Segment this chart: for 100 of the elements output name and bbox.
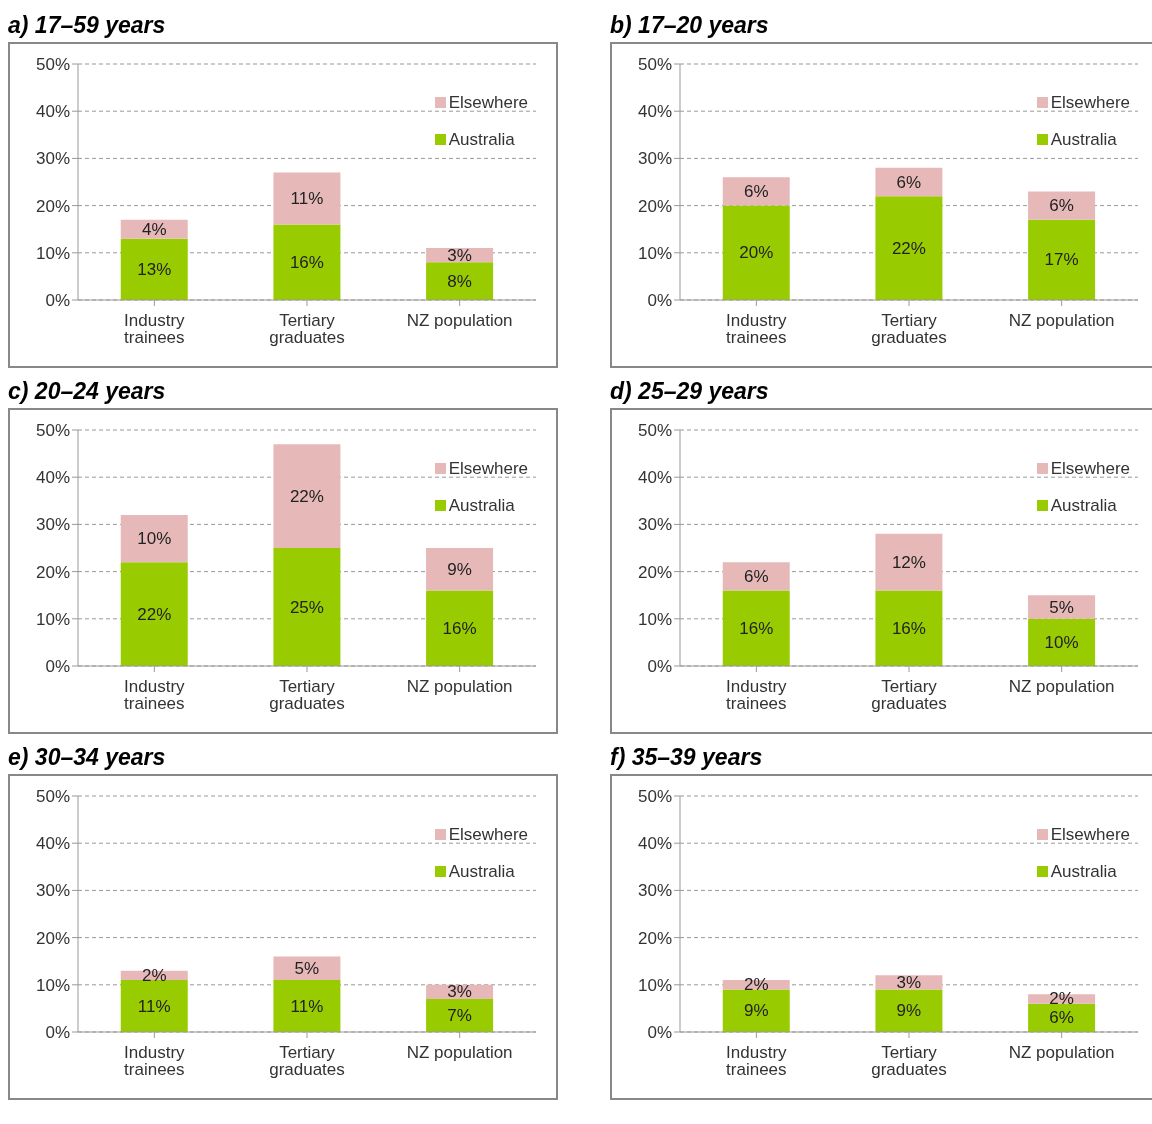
bar [426,262,494,300]
data-label: 5% [294,958,320,978]
bar [722,590,790,666]
bar [875,590,943,666]
data-label: 8% [447,271,472,291]
x-tick-label: Tertiary graduates [871,311,947,348]
data-label: 2% [743,975,769,995]
x-tick-label: Industry trainees [726,1043,788,1080]
data-label: 9% [743,1001,769,1021]
data-label: 16% [891,618,926,638]
x-tick-label: Industry trainees [124,677,186,714]
data-label: 3% [447,982,472,1002]
data-label: 6% [1049,196,1074,216]
chart-title: b) 17–20 years [610,11,770,40]
x-tick-label: Industry trainees [124,311,186,348]
bar [722,177,790,206]
legend-label: Australia [448,495,515,516]
bar [426,590,494,666]
y-tick-label: 10% [35,975,70,995]
y-tick-label: 0% [647,657,672,677]
y-tick-label: 30% [35,149,70,169]
bar [273,172,341,225]
data-label: 9% [447,559,472,579]
data-label: 6% [896,172,922,192]
data-label: 10% [137,529,172,549]
bar [273,956,341,981]
data-label: 17% [1044,250,1079,270]
x-tick-label: NZ population [406,311,513,331]
x-tick-label: Tertiary graduates [871,677,947,714]
legend-label: Australia [1050,129,1117,150]
y-tick-label: 30% [35,515,70,535]
legend-label: Australia [448,861,515,882]
y-tick-label: 0% [45,657,70,677]
y-tick-label: 10% [637,243,672,263]
legend-label: Elsewhere [448,92,528,113]
y-tick-label: 30% [637,515,672,535]
legend-label: Australia [1050,495,1117,516]
data-label: 6% [1049,1008,1074,1028]
legend-label: Elsewhere [1050,92,1130,113]
data-label: 4% [141,219,167,239]
bar [722,989,790,1032]
bar [426,548,494,591]
data-label: 22% [891,238,926,258]
bar [875,533,943,591]
bar [875,196,943,300]
bar [426,998,494,1032]
y-tick-label: 30% [35,881,70,901]
x-tick-label: Tertiary graduates [871,1043,947,1080]
y-tick-label: 50% [637,421,672,441]
data-label: 16% [739,618,774,638]
legend-label: Australia [448,129,515,150]
legend-label: Elsewhere [1050,458,1130,479]
chart-title: f) 35–39 years [610,743,764,772]
y-tick-label: 10% [637,975,672,995]
data-label: 6% [743,566,769,586]
y-tick-label: 40% [637,468,672,488]
x-tick-label: NZ population [1008,1043,1115,1063]
data-label: 3% [896,972,922,992]
bar [120,562,188,666]
x-tick-label: Industry trainees [726,677,788,714]
data-label: 6% [743,181,769,201]
y-tick-label: 20% [35,562,70,582]
data-label: 12% [891,552,926,572]
y-tick-label: 20% [637,928,672,948]
y-tick-label: 30% [637,149,672,169]
y-tick-label: 10% [637,609,672,629]
data-label: 2% [1049,989,1074,1009]
data-label: 20% [739,243,774,263]
bar [1028,595,1096,619]
y-tick-label: 0% [45,1023,70,1043]
x-tick-label: Industry trainees [124,1043,186,1080]
y-tick-label: 20% [35,196,70,216]
y-tick-label: 20% [637,196,672,216]
bar [1028,618,1096,666]
chart-title: c) 20–24 years [8,377,167,406]
x-tick-label: Industry trainees [726,311,788,348]
legend-label: Australia [1050,861,1117,882]
y-tick-label: 0% [45,291,70,311]
bar [273,548,341,666]
chart-title: e) 30–34 years [8,743,167,772]
y-tick-label: 40% [35,468,70,488]
y-tick-label: 40% [637,102,672,122]
data-label: 22% [289,486,324,506]
chart-title: d) 25–29 years [610,377,770,406]
y-tick-label: 30% [637,881,672,901]
y-tick-label: 40% [35,102,70,122]
data-label: 11% [290,996,324,1016]
data-label: 22% [137,604,172,624]
bar [120,514,188,563]
y-tick-label: 0% [647,291,672,311]
y-tick-label: 50% [35,787,70,807]
data-label: 9% [896,1001,922,1021]
y-tick-label: 50% [637,787,672,807]
y-tick-label: 40% [637,834,672,854]
x-tick-label: NZ population [1008,677,1115,697]
y-tick-label: 10% [35,243,70,263]
y-tick-label: 10% [35,609,70,629]
bar [273,980,341,1032]
data-label: 13% [137,259,172,279]
bar [120,238,188,300]
